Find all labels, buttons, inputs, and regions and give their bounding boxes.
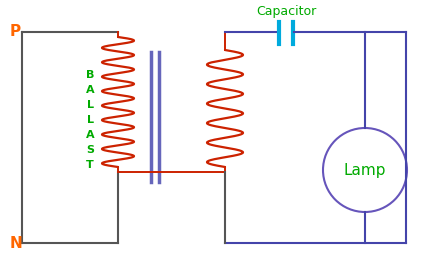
Text: P: P (10, 24, 21, 39)
Text: S: S (86, 145, 94, 155)
Text: N: N (10, 236, 23, 251)
Text: A: A (86, 85, 94, 95)
Text: B: B (86, 70, 94, 80)
Text: L: L (87, 100, 94, 110)
Text: Lamp: Lamp (344, 162, 386, 177)
Text: A: A (86, 130, 94, 140)
Text: Capacitor: Capacitor (256, 5, 316, 18)
Text: T: T (86, 160, 94, 170)
Text: L: L (87, 115, 94, 125)
